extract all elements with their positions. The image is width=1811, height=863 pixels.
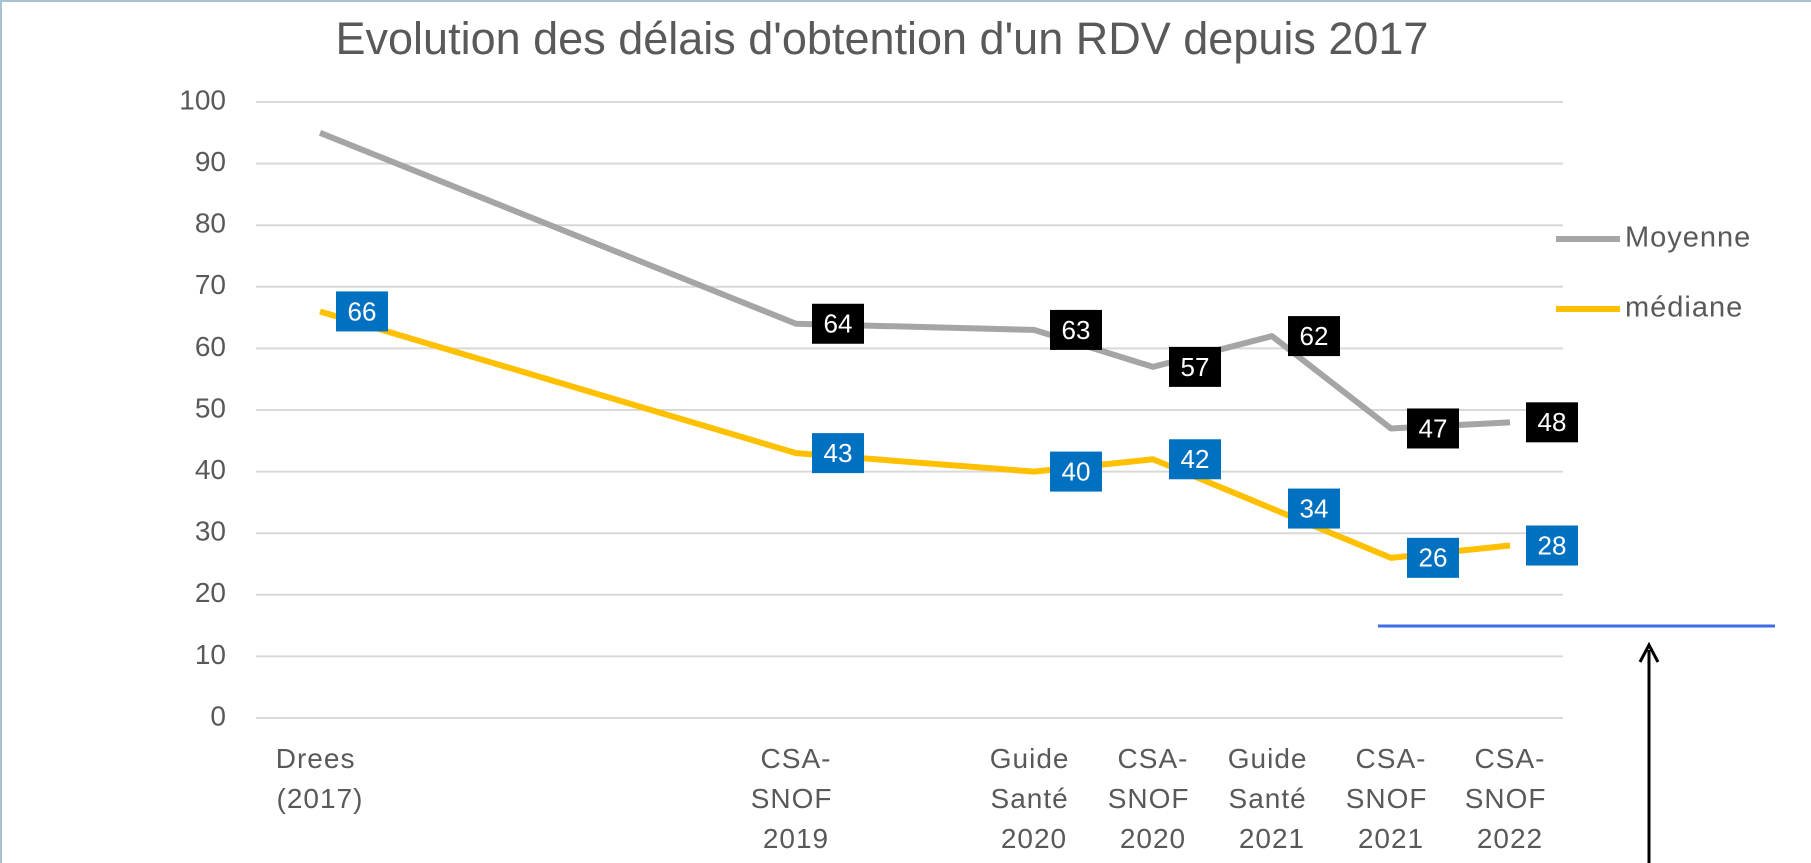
arrow-head (1638, 641, 1660, 663)
x-tick-label: Guide Santé 2020 (990, 743, 1079, 854)
data-label: 28 (1538, 530, 1567, 560)
x-tick-label-line: Guide (990, 743, 1079, 774)
data-label: 57 (1181, 352, 1210, 382)
x-tick-label-line: 2021 (1358, 823, 1424, 854)
data-label: 43 (824, 438, 853, 468)
x-tick-label-line: Drees (276, 743, 364, 774)
x-tick-label-line: SNOF (751, 783, 842, 814)
data-label-box (1407, 537, 1459, 578)
data-label-box (336, 291, 388, 332)
x-tick-label: CSA- SNOF 2020 (1108, 743, 1199, 854)
data-label: 42 (1181, 444, 1210, 474)
x-tick-label-line: 2019 (763, 823, 829, 854)
chart-title: Evolution des délais d'obtention d'un RD… (336, 13, 1429, 64)
data-label: 63 (1062, 315, 1091, 345)
data-label-box (1526, 402, 1578, 443)
x-tick-label-line: 2020 (1001, 823, 1067, 854)
data-label-box (812, 433, 864, 474)
data-label-box (1288, 488, 1340, 529)
data-label-box (812, 303, 864, 344)
x-tick-label-line: Guide (1228, 743, 1317, 774)
x-tick-label-line: (2017) (277, 783, 364, 814)
data-label: 40 (1062, 456, 1091, 486)
x-tick-label-line: CSA- (1356, 743, 1427, 774)
data-label: 26 (1419, 543, 1448, 573)
y-tick-label: 20 (195, 577, 226, 608)
x-tick-label: CSA- SNOF 2019 (751, 743, 842, 854)
data-label-box (1169, 346, 1221, 387)
data-label: 64 (824, 309, 853, 339)
series-line (319, 308, 1511, 561)
x-tick-label: Drees (2017) (276, 743, 364, 814)
y-tick-label: 30 (195, 516, 226, 547)
y-tick-label: 40 (195, 454, 226, 485)
x-tick-label-line: 2022 (1477, 823, 1543, 854)
data-label: 34 (1300, 493, 1329, 523)
x-tick-label-line: CSA- (1475, 743, 1546, 774)
y-tick-label: 50 (195, 392, 226, 423)
y-tick-label: 60 (195, 331, 226, 362)
x-tick-label-line: CSA- (761, 743, 832, 774)
x-tick-label-line: 2021 (1239, 823, 1305, 854)
data-label-box (1050, 309, 1102, 350)
legend-label: médiane (1625, 292, 1743, 324)
data-label: 62 (1300, 321, 1329, 351)
x-tick-label-line: Santé (1229, 783, 1316, 814)
x-tick-label-line: SNOF (1465, 783, 1556, 814)
data-label: 66 (348, 296, 377, 326)
data-label-box (1407, 408, 1459, 449)
series-line (318, 130, 1511, 432)
data-label: 47 (1419, 413, 1448, 443)
y-tick-label: 80 (195, 208, 226, 239)
data-label-box (1169, 439, 1221, 480)
x-tick-label: CSA- SNOF 2021 (1346, 743, 1437, 854)
y-tick-label: 100 (179, 84, 226, 115)
y-tick-label: 0 (210, 700, 226, 731)
data-label: 48 (1538, 407, 1567, 437)
x-tick-label: Guide Santé 2021 (1228, 743, 1317, 854)
x-tick-label: CSA- SNOF 2022 (1465, 743, 1556, 854)
legend-label: Moyenne (1625, 222, 1751, 254)
data-label-box (1288, 316, 1340, 357)
x-tick-label-line: SNOF (1346, 783, 1437, 814)
y-tick-label: 90 (195, 146, 226, 177)
x-tick-label-line: CSA- (1118, 743, 1189, 774)
x-tick-label-line: SNOF (1108, 783, 1199, 814)
y-tick-label: 70 (195, 269, 226, 300)
y-tick-label: 10 (195, 639, 226, 670)
x-tick-label-line: Santé (991, 783, 1078, 814)
data-label-box (1526, 525, 1578, 566)
x-tick-label-line: 2020 (1120, 823, 1186, 854)
data-label-box (1050, 451, 1102, 492)
